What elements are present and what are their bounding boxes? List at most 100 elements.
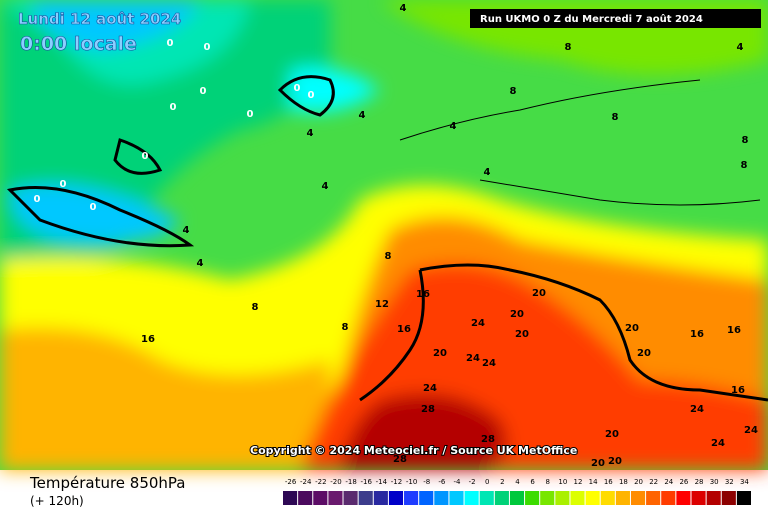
contour-label: 16 (397, 324, 411, 335)
contour-label: 28 (393, 454, 407, 465)
contour-label: 24 (466, 353, 480, 364)
copyright: Copyright © 2024 Meteociel.fr / Source U… (250, 444, 577, 457)
scale-label: 6 (530, 478, 535, 486)
contour-label: 0 (170, 102, 177, 113)
contour-label: 24 (423, 383, 437, 394)
contour-label: 0 (294, 83, 301, 94)
scale-label: -24 (300, 478, 312, 486)
scale-label: -6 (438, 478, 446, 486)
scale-swatch (525, 491, 540, 505)
scale-swatch (630, 491, 646, 505)
contour-label: 20 (625, 323, 639, 334)
scale-swatch (540, 491, 555, 505)
scale-label: 12 (574, 478, 583, 486)
contour-label: 16 (690, 329, 704, 340)
scale-label: -26 (285, 478, 297, 486)
contour-label: 8 (510, 86, 517, 97)
scale-swatch (373, 491, 388, 505)
scale-label: 34 (740, 478, 749, 486)
contour-label: 4 (307, 128, 314, 139)
scale-swatch (419, 491, 434, 505)
scale-label: 8 (546, 478, 550, 486)
contour-label: 4 (484, 167, 491, 178)
run-box (470, 9, 761, 28)
temperature-field (0, 0, 768, 470)
contour-label: 0 (200, 86, 207, 97)
scale-label: -4 (453, 478, 461, 486)
run-info: Run UKMO 0 Z du Mercredi 7 août 2024 (480, 13, 703, 25)
contour-label: 20 (510, 309, 524, 320)
scale-label: 32 (725, 478, 734, 486)
contour-label: 0 (204, 42, 211, 53)
scale-swatch (298, 491, 313, 505)
scale-label: -8 (423, 478, 430, 486)
scale-label: -12 (391, 478, 402, 486)
scale-label: 16 (604, 478, 613, 486)
contour-label: 20 (608, 456, 622, 467)
contour-label: 4 (359, 110, 366, 121)
contour-label: 24 (711, 438, 725, 449)
forecast-date: Lundi 12 août 2024 (18, 10, 181, 28)
contour-label: 16 (141, 334, 155, 345)
scale-label: -14 (376, 478, 388, 486)
scale-swatch (600, 491, 615, 505)
scale-label: -10 (406, 478, 417, 486)
scale-label: -16 (360, 478, 372, 486)
scale-swatch (555, 491, 570, 505)
contour-label: 20 (515, 329, 529, 340)
scale-label: -20 (330, 478, 341, 486)
scale-label: -2 (469, 478, 476, 486)
scale-swatch (479, 491, 494, 505)
scale-label: 10 (558, 478, 567, 486)
contour-label: 4 (322, 181, 329, 192)
contour-label: 0 (90, 202, 97, 213)
scale-swatch (313, 491, 328, 505)
scale-label: 28 (695, 478, 704, 486)
scale-swatch (676, 491, 691, 505)
footer-lead: (+ 120h) (30, 494, 84, 508)
contour-label: 8 (742, 135, 749, 146)
contour-label: 20 (591, 458, 605, 469)
contour-label: 8 (565, 42, 572, 53)
contour-label: 16 (727, 325, 741, 336)
scale-swatch (404, 491, 419, 505)
scale-swatch (661, 491, 676, 505)
scale-swatch (388, 491, 404, 505)
scale-label: 2 (500, 478, 504, 486)
contour-label: 4 (183, 225, 190, 236)
contour-label: 0 (247, 109, 254, 120)
contour-label: 4 (400, 3, 407, 14)
contour-label: 16 (731, 385, 745, 396)
contour-label: 4 (737, 42, 744, 53)
contour-label: 28 (481, 434, 495, 445)
scale-label: -18 (345, 478, 356, 486)
contour-label: 8 (385, 251, 392, 262)
scale-swatch (691, 491, 706, 505)
scale-swatch (494, 491, 509, 505)
scale-swatch (570, 491, 585, 505)
contour-label: 24 (690, 404, 704, 415)
contour-label: 4 (197, 258, 204, 269)
contour-label: 0 (167, 38, 174, 49)
scale-swatch (706, 491, 721, 505)
scale-swatch (283, 491, 298, 505)
contour-label: 16 (416, 289, 430, 300)
contour-label: 0 (308, 90, 315, 101)
contour-label: 8 (612, 112, 619, 123)
scale-label: 18 (619, 478, 628, 486)
contour-label: 8 (741, 160, 748, 171)
contour-label: 8 (342, 322, 349, 333)
scale-label: -22 (315, 478, 326, 486)
scale-label: 4 (515, 478, 520, 486)
contour-label: 20 (433, 348, 447, 359)
scale-swatch (328, 491, 343, 505)
contour-label: 20 (605, 429, 619, 440)
scale-label: 26 (679, 478, 688, 486)
contour-label: 28 (421, 404, 435, 415)
forecast-time: 0:00 locale (20, 33, 137, 55)
scale-swatch (464, 491, 479, 505)
scale-label: 30 (710, 478, 719, 486)
scale-swatch (736, 491, 751, 505)
contour-label: 8 (252, 302, 259, 313)
footer-title: Température 850hPa (29, 474, 186, 492)
